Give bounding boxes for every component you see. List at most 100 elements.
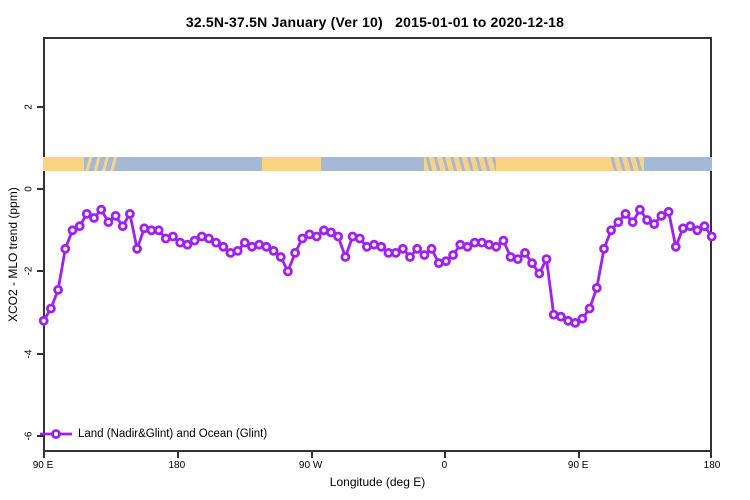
data-point-marker: [606, 225, 616, 236]
band-segment-land: [43, 156, 84, 172]
data-point-marker: [38, 315, 49, 326]
data-point-marker: [692, 225, 703, 236]
data-point-marker: [282, 266, 293, 277]
data-point-marker: [670, 241, 681, 252]
data-point-marker: [239, 237, 250, 248]
x-axis-tick: [444, 452, 447, 458]
data-series-svg: [38, 204, 717, 328]
data-point-marker: [211, 237, 222, 248]
y-axis-tick: [37, 270, 43, 273]
legend-label: Land (Nadir&Glint) and Ocean (Glint): [78, 428, 268, 440]
data-point-marker: [584, 303, 595, 314]
data-point-marker: [520, 247, 530, 258]
band-segment-land: [261, 156, 321, 172]
data-point-marker: [491, 241, 502, 252]
data-point-marker: [426, 243, 437, 254]
data-point-marker: [340, 252, 351, 262]
data-point-marker: [53, 284, 64, 295]
x-axis-tick: [710, 452, 712, 458]
data-point-marker: [527, 258, 538, 269]
data-point-marker: [168, 231, 178, 242]
data-point-marker: [268, 245, 279, 256]
data-point-marker: [541, 254, 552, 265]
data-point-marker: [354, 233, 365, 244]
y-axis-tick: [37, 434, 43, 437]
y-tick-label: -6: [23, 431, 35, 441]
data-point-marker: [46, 303, 56, 314]
y-axis-tick: [37, 105, 43, 108]
data-point-marker: [81, 208, 92, 219]
y-tick-label: -2: [23, 266, 35, 276]
data-point-marker: [699, 221, 710, 232]
legend: Land (Nadir&Glint) and Ocean (Glint): [40, 427, 267, 441]
data-point-marker: [376, 241, 387, 252]
data-point-marker: [512, 254, 523, 265]
y-axis-tick: [37, 352, 43, 355]
data-point-marker: [498, 235, 509, 246]
data-point-marker: [153, 225, 164, 236]
data-point-marker: [649, 219, 660, 230]
data-point-marker: [103, 217, 114, 228]
x-tick-label: 180: [168, 460, 186, 471]
band-segment-mixed-land: [609, 156, 644, 172]
data-point-marker: [189, 235, 200, 246]
legend-line-marker-icon: [40, 429, 72, 439]
data-point-marker: [627, 217, 638, 228]
chart-title: 32.5N-37.5N January (Ver 10) 2015-01-01 …: [185, 14, 565, 30]
data-point-marker: [412, 243, 423, 254]
plot-area: Land (Nadir&Glint) and Ocean (Glint): [38, 37, 717, 452]
y-tick-label: 0: [23, 186, 35, 192]
data-point-marker: [96, 204, 107, 215]
data-point-marker: [232, 245, 243, 256]
data-point-marker: [591, 282, 602, 293]
data-point-marker: [599, 243, 609, 254]
x-tick-label: 90 E: [567, 460, 589, 471]
data-point-marker: [311, 231, 322, 242]
data-point-marker: [117, 221, 128, 232]
y-tick-label: 2: [23, 104, 35, 110]
data-point-marker: [182, 239, 193, 250]
data-point-marker: [405, 252, 415, 262]
data-point-marker: [462, 241, 473, 252]
data-point-marker: [663, 206, 674, 217]
data-point-marker: [89, 213, 99, 223]
plot-frame: Land (Nadir&Glint) and Ocean (Glint): [38, 37, 717, 452]
data-point-marker: [275, 252, 286, 262]
data-point-marker: [218, 241, 229, 252]
data-point-marker: [67, 225, 78, 236]
data-point-marker: [570, 317, 581, 328]
data-point-marker: [706, 231, 717, 242]
data-point-marker: [60, 243, 71, 254]
x-tick-label: 90 E: [32, 460, 54, 471]
data-point-marker: [577, 313, 588, 324]
land-ocean-band: [43, 37, 712, 452]
y-tick-label: -4: [23, 349, 35, 359]
y-axis-tick: [37, 188, 43, 191]
data-point-marker: [685, 221, 696, 232]
data-point-marker: [613, 217, 624, 228]
band-segment-ocean: [643, 156, 712, 172]
data-point-marker: [261, 241, 272, 252]
band-segment-mixed-land: [423, 156, 497, 172]
data-point-marker: [74, 221, 85, 232]
data-point-marker: [448, 250, 459, 260]
data-point-marker: [333, 231, 344, 242]
x-axis-tick: [43, 452, 45, 458]
data-point-marker: [656, 210, 667, 221]
data-point-marker: [419, 250, 430, 260]
data-point-marker: [390, 247, 401, 258]
data-point-marker: [125, 208, 135, 219]
x-tick-label: 90 W: [298, 460, 323, 471]
x-axis-tick: [310, 452, 313, 458]
data-point-marker: [534, 268, 545, 279]
band-segment-ocean: [321, 156, 424, 172]
x-axis-title: Longitude (deg E): [329, 475, 426, 489]
x-tick-label: 0: [441, 460, 448, 471]
y-axis-title: XCO2 - MLO trend (ppm): [6, 187, 20, 322]
data-point-marker: [556, 311, 566, 322]
data-point-marker: [620, 208, 631, 219]
data-point-marker: [642, 215, 652, 225]
band-segment-ocean: [117, 156, 262, 172]
x-axis-tick: [176, 452, 179, 458]
